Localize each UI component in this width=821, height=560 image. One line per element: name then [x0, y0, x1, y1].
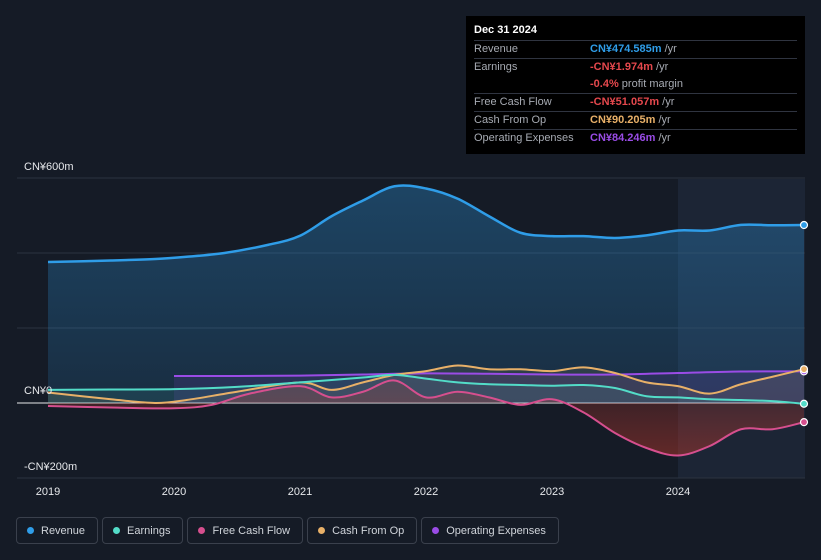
revenue-endpoint [799, 220, 809, 230]
legend-dot-icon [27, 527, 34, 534]
x-tick-label: 2021 [288, 486, 312, 498]
tooltip-value: -0.4% profit margin [590, 76, 683, 93]
tooltip-value-number: CN¥84.246m [590, 132, 656, 144]
tooltip-row: Revenue CN¥474.585m /yr [474, 40, 797, 58]
legend-dot-icon [432, 527, 440, 534]
legend-label: Free Cash Flow [212, 524, 291, 537]
tooltip-date: Dec 31 2024 [474, 24, 537, 36]
tooltip-label: Cash From Op [474, 114, 547, 126]
tooltip-value: CN¥84.246m /yr [590, 130, 671, 147]
earnings-endpoint [799, 399, 809, 408]
y-tick-label: CN¥600m [24, 161, 74, 173]
x-tick-label: 2023 [540, 486, 564, 498]
operating-expenses-line [173, 370, 805, 378]
tooltip-row: Free Cash Flow -CN¥51.057m /yr [474, 93, 797, 111]
x-tick-label: 2024 [666, 486, 690, 498]
free-cash-flow-endpoint [799, 418, 809, 427]
tooltip-value-unit: /yr [659, 96, 675, 108]
tooltip-label: Earnings [474, 61, 518, 73]
x-tick-label: 2020 [162, 486, 186, 498]
legend-item-revenue[interactable]: Revenue [16, 517, 99, 544]
cash-from-op-line [47, 364, 805, 405]
tooltip-value: -CN¥51.057m /yr [590, 94, 674, 111]
tooltip-value: CN¥474.585m /yr [590, 41, 677, 58]
tooltip-row: Operating Expenses CN¥84.246m /yr [474, 129, 797, 147]
earnings-line [47, 373, 805, 405]
tooltip-value-unit: /yr [655, 114, 671, 126]
tooltip-value-unit: /yr [652, 61, 669, 73]
legend-label: Operating Expenses [446, 524, 546, 537]
free-cash-flow-line [47, 379, 805, 457]
legend-label: Revenue [41, 524, 86, 537]
cash-from-op-endpoint [799, 365, 809, 374]
tooltip-label: Revenue [474, 43, 519, 55]
tooltip-label [474, 76, 590, 93]
legend-item-earnings[interactable]: Earnings [102, 517, 184, 544]
tooltip-label: Free Cash Flow [474, 96, 552, 108]
revenue-line [47, 184, 805, 264]
tooltip-value-unit: /yr [661, 43, 677, 55]
legend-item-cash-from-op[interactable]: Cash From Op [307, 517, 418, 544]
tooltip-value-number: -CN¥1.974m [590, 61, 653, 73]
tooltip-value-number: CN¥474.585m [590, 43, 662, 55]
tooltip-value-number: -CN¥51.057m [590, 96, 660, 108]
legend: Revenue Earnings Free Cash Flow Cash From O… [16, 517, 559, 544]
legend-label: Cash From Op [332, 524, 405, 537]
tooltip-row: Cash From Op CN¥90.205m /yr [474, 111, 797, 129]
tooltip-value: CN¥90.205m /yr [590, 112, 671, 129]
tooltip-rows: Revenue CN¥474.585m /yr Earnings -CN¥1.974m… [474, 40, 797, 147]
legend-label: Earnings [127, 524, 171, 537]
legend-dot-icon [318, 527, 326, 534]
tooltip-value-number: CN¥90.205m [590, 114, 656, 126]
tooltip-value-unit: profit margin [618, 78, 683, 90]
legend-item-free-cash-flow[interactable]: Free Cash Flow [187, 517, 304, 544]
legend-dot-icon [113, 527, 121, 534]
tooltip-row: -0.4% profit margin [474, 76, 797, 93]
x-tick-label: 2019 [36, 486, 60, 498]
y-tick-label: -CN¥200m [24, 461, 77, 473]
tooltip-value: -CN¥1.974m /yr [590, 59, 668, 76]
tooltip-label: Operating Expenses [474, 132, 574, 144]
tooltip-row: Earnings -CN¥1.974m /yr [474, 58, 797, 76]
revenue-area [48, 185, 804, 403]
y-tick-label: CN¥0 [24, 385, 52, 397]
tooltip: Dec 31 2024 Revenue CN¥474.585m /yr Earnin… [466, 16, 805, 154]
axes: CN¥600m CN¥0 -CN¥200m 2019 2020 2021 2022 2023 2… [24, 161, 690, 498]
legend-item-operating-expenses[interactable]: Operating Expenses [421, 517, 559, 544]
tooltip-value-unit: /yr [655, 132, 671, 144]
free-cash-flow-area [48, 380, 804, 456]
x-tick-label: 2022 [414, 486, 438, 498]
series-lines [47, 184, 809, 457]
legend-dot-icon [198, 527, 206, 534]
tooltip-value-number: -0.4% [590, 78, 619, 90]
